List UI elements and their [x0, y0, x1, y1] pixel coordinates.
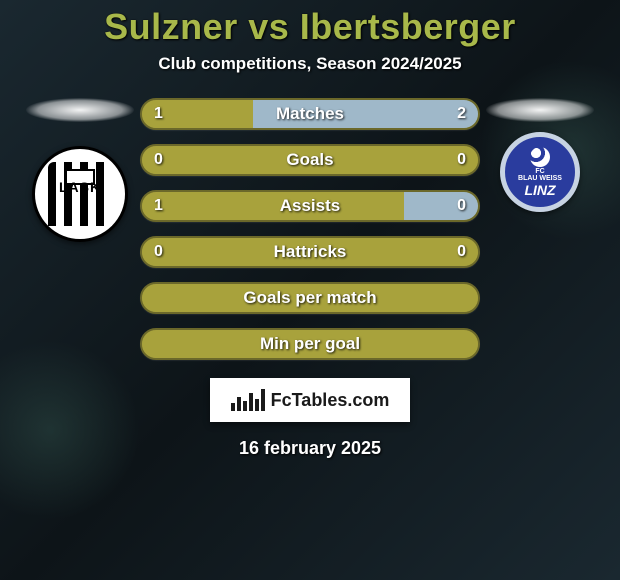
stat-val-right: 0 [445, 238, 478, 266]
club-badge-left: LASK [32, 132, 128, 248]
stat-val-left: 1 [142, 192, 175, 220]
club-label-right-top: FCBLAU WEISS [518, 168, 562, 182]
stat-label: Min per goal [142, 330, 478, 358]
stat-val-right: 0 [445, 146, 478, 174]
stat-label: Goals per match [142, 284, 478, 312]
stat-bar: Assists1 0 [140, 190, 480, 222]
stat-bar: Goals per match [140, 282, 480, 314]
stat-val-right: 0 [445, 192, 478, 220]
ball-icon [530, 147, 550, 167]
player-right-col: FCBLAU WEISS LINZ [480, 98, 600, 226]
page-title: Sulzner vs Ibertsberger [0, 6, 620, 48]
date: 16 february 2025 [0, 438, 620, 459]
stat-val-right: 2 [445, 100, 478, 128]
stat-label: Hattricks [142, 238, 478, 266]
watermark-text: FcTables.com [271, 390, 390, 411]
stat-val-left: 0 [142, 238, 175, 266]
stat-bars: Matches12Goals00Assists10Hattricks00Goal… [140, 98, 480, 360]
stat-bar: Matches1 2 [140, 98, 480, 130]
subtitle: Club competitions, Season 2024/2025 [0, 54, 620, 74]
player-silhouette-left [26, 98, 134, 122]
club-label-right: LINZ [524, 183, 555, 197]
club-badge-right: FCBLAU WEISS LINZ [492, 126, 588, 226]
stat-val-left: 1 [142, 100, 175, 128]
stat-label: Matches [142, 100, 478, 128]
club-label-left: LASK [59, 179, 101, 195]
stat-bar: Hattricks0 0 [140, 236, 480, 268]
stat-label: Assists [142, 192, 478, 220]
main-row: LASK Matches12Goals00Assists10Hattricks0… [0, 98, 620, 360]
bar-chart-icon [231, 389, 265, 411]
stat-val-left: 0 [142, 146, 175, 174]
player-silhouette-right [486, 98, 594, 122]
watermark: FcTables.com [210, 378, 410, 422]
stat-bar: Goals0 0 [140, 144, 480, 176]
stat-label: Goals [142, 146, 478, 174]
player-left-col: LASK [20, 98, 140, 248]
stat-bar: Min per goal [140, 328, 480, 360]
comparison-card: Sulzner vs Ibertsberger Club competition… [0, 0, 620, 459]
